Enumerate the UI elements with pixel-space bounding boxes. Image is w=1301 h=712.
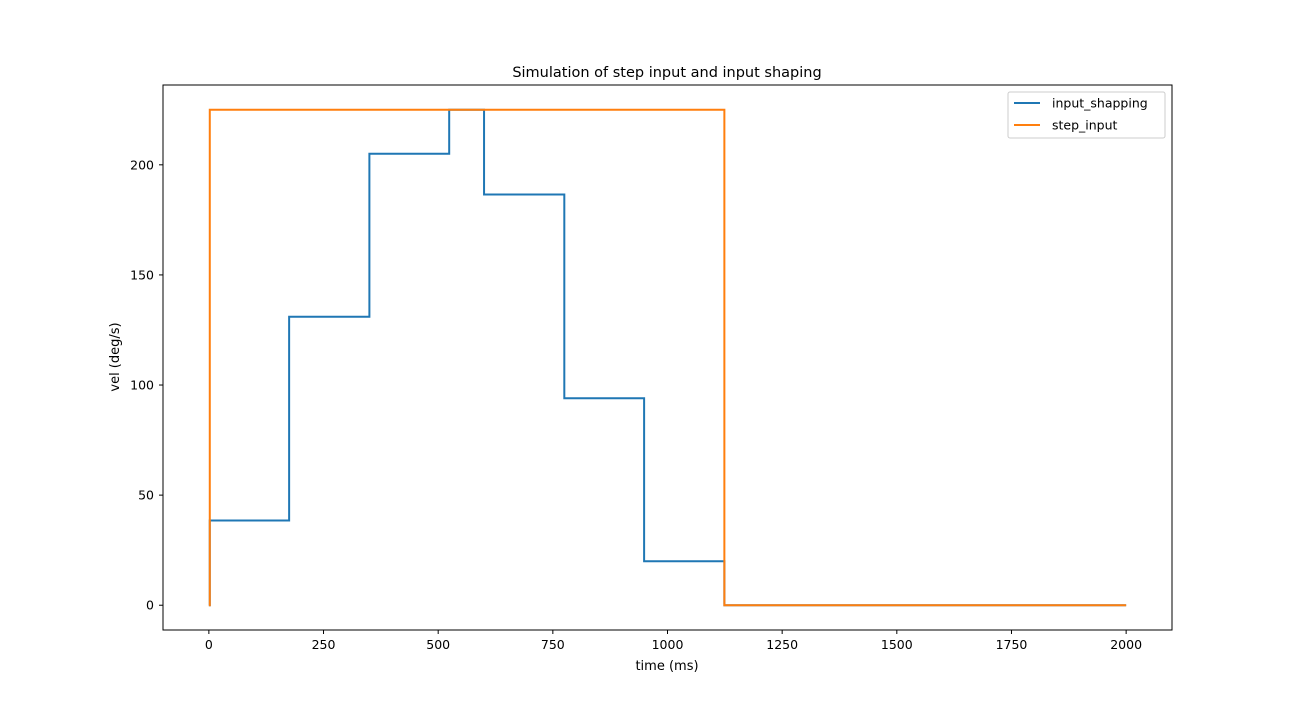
plot-area [163, 85, 1172, 630]
x-tick-label: 1500 [881, 637, 913, 652]
chart-title: Simulation of step input and input shapi… [512, 65, 821, 81]
legend-box [1007, 91, 1166, 139]
legend-label: input_shapping [1052, 96, 1148, 111]
y-tick-label: 0 [146, 598, 154, 613]
series-line-step-input [208, 108, 1127, 607]
x-tick-label: 750 [541, 637, 565, 652]
legend-label: step_input [1052, 118, 1118, 133]
plot-frame [162, 84, 1173, 631]
legend: input_shapping step_input [1007, 91, 1166, 139]
x-tick-label: 250 [312, 637, 336, 652]
y-tick-label: 100 [130, 378, 154, 393]
x-tick-label: 500 [426, 637, 450, 652]
y-tick-label: 50 [138, 488, 154, 503]
series-layer [208, 108, 1127, 607]
x-tick-label: 1250 [766, 637, 798, 652]
y-tick-label: 200 [130, 157, 154, 172]
x-axis-label: time (ms) [635, 659, 698, 674]
x-tick-label: 1000 [652, 637, 684, 652]
y-tick-label: 150 [130, 267, 154, 282]
x-tick-label: 0 [205, 637, 213, 652]
x-tick-label: 2000 [1110, 637, 1142, 652]
y-axis-label: vel (deg/s) [108, 322, 123, 391]
x-tick-label: 1750 [996, 637, 1028, 652]
axes-layer: 0 250 500 750 1000 1250 1500 1750 2000 0 50 100 150 2… [130, 157, 1142, 652]
